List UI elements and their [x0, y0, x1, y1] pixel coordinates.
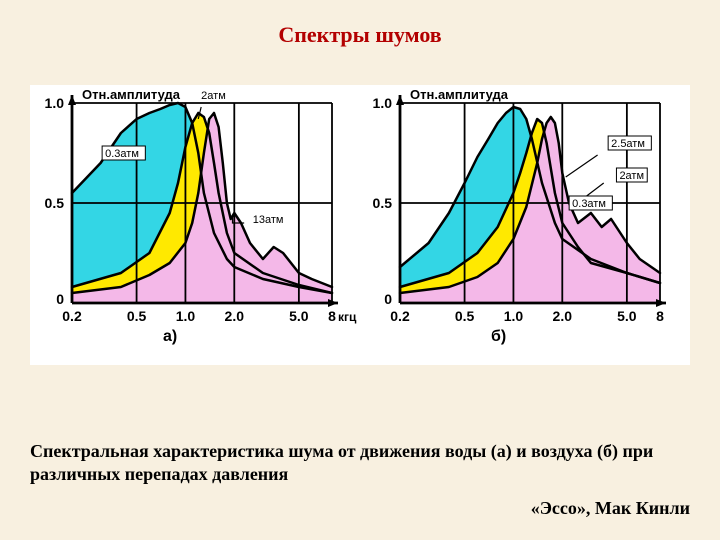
svg-text:1.0: 1.0 — [176, 308, 196, 324]
page-title: Спектры шумов — [0, 22, 720, 48]
svg-text:1.0: 1.0 — [373, 95, 393, 111]
svg-text:0.2: 0.2 — [62, 308, 82, 324]
svg-text:5.0: 5.0 — [289, 308, 309, 324]
svg-text:2.5атм: 2.5атм — [611, 138, 645, 150]
svg-text:0.5: 0.5 — [455, 308, 475, 324]
svg-text:2.0: 2.0 — [225, 308, 245, 324]
svg-text:1.0: 1.0 — [504, 308, 524, 324]
svg-text:8: 8 — [328, 308, 336, 324]
page: { "title_color": "#b30000", "text_color"… — [0, 0, 720, 540]
svg-text:13атм: 13атм — [253, 214, 284, 226]
figure-caption: Спектральная характеристика шума от движ… — [30, 440, 690, 485]
svg-text:Отн.амплитуда: Отн.амплитуда — [82, 87, 181, 102]
svg-text:Отн.амплитуда: Отн.амплитуда — [410, 87, 509, 102]
svg-text:0.2: 0.2 — [390, 308, 410, 324]
svg-text:0: 0 — [56, 291, 64, 307]
svg-text:б): б) — [491, 328, 506, 345]
svg-text:2.0: 2.0 — [553, 308, 573, 324]
svg-text:0.5: 0.5 — [373, 195, 393, 211]
svg-text:2атм: 2атм — [619, 170, 644, 182]
svg-text:кгц: кгц — [338, 310, 357, 324]
svg-text:5.0: 5.0 — [617, 308, 637, 324]
svg-text:8: 8 — [656, 308, 664, 324]
svg-text:0.5: 0.5 — [127, 308, 147, 324]
svg-text:0.3атм: 0.3атм — [105, 148, 139, 160]
svg-text:2атм: 2атм — [201, 90, 226, 102]
svg-text:а): а) — [163, 328, 177, 345]
svg-text:0: 0 — [384, 291, 392, 307]
figure-container: 0.2 0.5 1.0 2.0 5.0 8 0 0.5 1.0 Отн.амплитуда а) кг… — [30, 85, 690, 365]
spectra-figure: 0.2 0.5 1.0 2.0 5.0 8 0 0.5 1.0 Отн.амплитуда а) кг… — [30, 85, 690, 365]
svg-text:0.5: 0.5 — [45, 195, 65, 211]
figure-credit: «Эссо», Мак Кинли — [531, 498, 690, 519]
svg-text:0.3атм: 0.3атм — [572, 198, 606, 210]
svg-text:1.0: 1.0 — [45, 95, 65, 111]
